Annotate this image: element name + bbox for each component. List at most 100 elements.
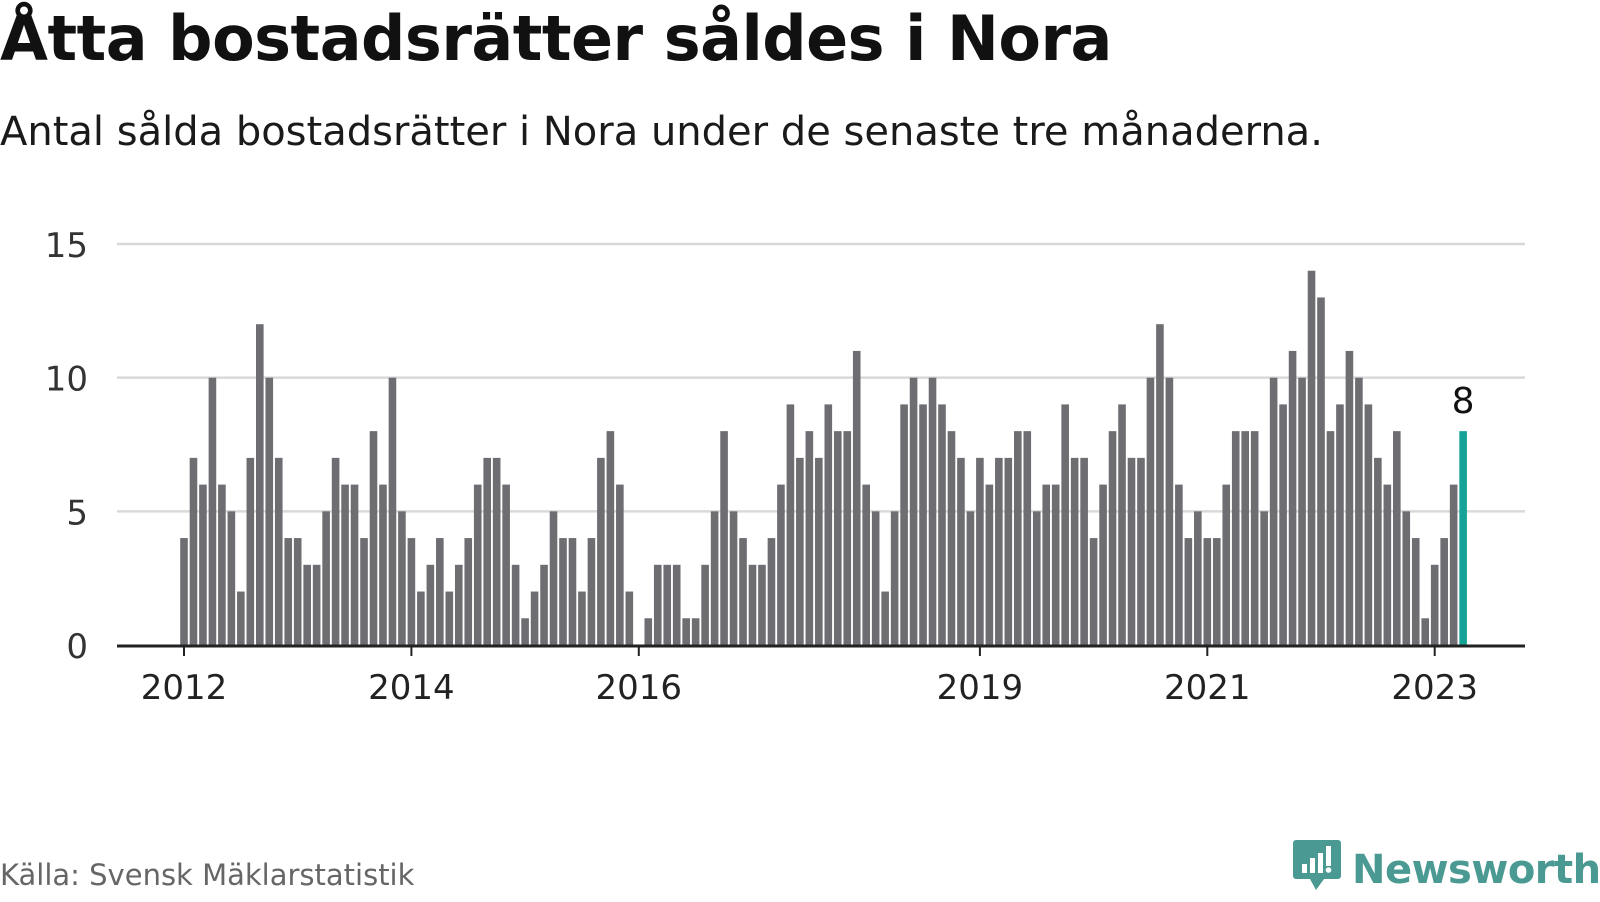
bar-104: [1165, 377, 1174, 645]
bar-69: [833, 431, 842, 645]
bar-55: [701, 564, 709, 645]
bar-133: [1440, 538, 1448, 645]
bar-125: [1364, 404, 1373, 645]
bar-58: [729, 511, 738, 645]
bar-73: [871, 511, 880, 645]
bar-91: [1042, 484, 1051, 645]
bar-53: [682, 618, 690, 645]
bar-40: [559, 538, 567, 645]
bar-128: [1393, 431, 1401, 645]
bar-52: [672, 564, 681, 645]
bar-109: [1212, 538, 1221, 645]
bar-94: [1070, 457, 1079, 645]
bar-39: [549, 511, 558, 645]
bar-66: [805, 431, 814, 645]
bar-65: [796, 457, 804, 645]
bar-42: [578, 591, 586, 645]
bar-97: [1099, 484, 1107, 645]
bar-102: [1146, 377, 1155, 645]
x-tick-label-2016: 2016: [596, 668, 683, 708]
bar-75: [890, 511, 899, 645]
x-tick-label-2012: 2012: [141, 668, 228, 708]
newsworthy-icon: [1292, 838, 1342, 902]
bar-103: [1156, 324, 1164, 645]
bar-43: [587, 538, 596, 645]
bar-1: [189, 457, 198, 645]
bar-119: [1307, 270, 1316, 645]
bar-70: [843, 431, 852, 645]
bar-54: [691, 618, 700, 645]
bar-120: [1317, 297, 1325, 645]
bar-79: [928, 377, 937, 645]
x-tick-label-2021: 2021: [1164, 668, 1251, 708]
bar-30: [464, 538, 473, 645]
bar-124: [1355, 377, 1363, 645]
bar-131: [1421, 618, 1430, 645]
bar-68: [824, 404, 833, 645]
bar-126: [1374, 457, 1382, 645]
bar-37: [530, 591, 539, 645]
bar-59: [739, 538, 747, 645]
bar-29: [454, 564, 463, 645]
bar-96: [1089, 538, 1098, 645]
bar-18: [350, 484, 359, 645]
bar-15: [322, 511, 330, 645]
bar-41: [568, 538, 577, 645]
brand-name: Newsworthy: [1352, 847, 1600, 893]
bar-25: [417, 591, 425, 645]
bar-134: [1449, 484, 1458, 645]
bar-17: [341, 484, 349, 645]
bar-12: [293, 538, 302, 645]
bar-19: [360, 538, 368, 645]
bar-132: [1430, 564, 1439, 645]
bar-31: [473, 484, 482, 645]
bar-130: [1411, 538, 1420, 645]
x-tick-label-2014: 2014: [368, 668, 455, 708]
bar-34: [502, 484, 510, 645]
bar-105: [1175, 484, 1183, 645]
bar-92: [1051, 484, 1060, 645]
bar-74: [881, 591, 889, 645]
bar-highlight: [1459, 431, 1467, 645]
bar-118: [1298, 377, 1306, 645]
bar-122: [1336, 404, 1344, 645]
bar-32: [483, 457, 491, 645]
bar-0: [180, 538, 188, 645]
bar-57: [720, 431, 728, 645]
bar-108: [1203, 538, 1212, 645]
bar-82: [957, 457, 965, 645]
bar-50: [653, 564, 662, 645]
bar-100: [1127, 457, 1136, 645]
bar-95: [1080, 457, 1088, 645]
y-tick-label-0: 0: [66, 627, 88, 667]
bar-115: [1269, 377, 1278, 645]
bar-24: [407, 538, 416, 645]
bar-22: [388, 377, 397, 645]
bar-47: [625, 591, 634, 645]
bar-110: [1222, 484, 1231, 645]
bar-63: [777, 484, 785, 645]
bar-8: [256, 324, 264, 645]
bar-26: [426, 564, 435, 645]
bar-61: [758, 564, 766, 645]
bar-45: [606, 431, 615, 645]
bar-129: [1402, 511, 1411, 645]
bar-84: [976, 457, 984, 645]
bar-62: [767, 538, 776, 645]
y-tick-label-10: 10: [45, 360, 88, 400]
bar-2: [199, 484, 207, 645]
bar-113: [1250, 431, 1259, 645]
bar-76: [900, 404, 908, 645]
bar-23: [398, 511, 406, 645]
bar-21: [379, 484, 387, 645]
bar-71: [852, 350, 861, 645]
bar-chart: 0 5 10 15 2012 2014 2016 2019 2021 2023 8: [45, 226, 1525, 708]
y-tick-label-15: 15: [45, 226, 88, 266]
bar-6: [237, 591, 245, 645]
bar-85: [985, 484, 994, 645]
highlight-value-label: 8: [1452, 381, 1475, 422]
source-note: Källa: Svensk Mäklarstatistik: [0, 858, 415, 892]
chart-subtitle: Antal sålda bostadsrätter i Nora under d…: [0, 109, 1323, 155]
bar-36: [521, 618, 529, 645]
bar-38: [540, 564, 548, 645]
